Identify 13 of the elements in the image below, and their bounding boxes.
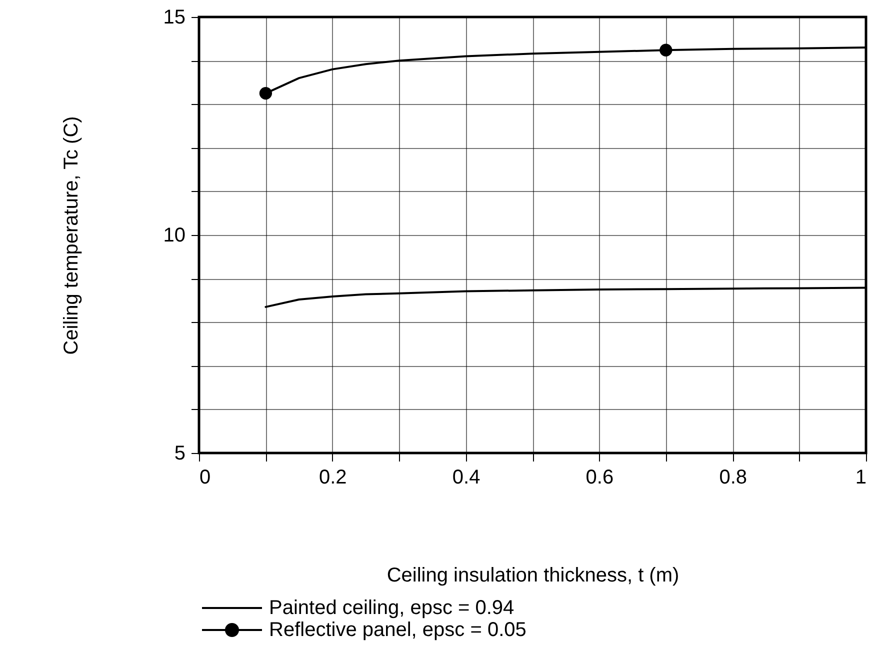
legend-label: Painted ceiling, epsc = 0.94 (269, 597, 514, 619)
x-axis-title: Ceiling insulation thickness, t (m) (386, 564, 680, 586)
legend-label: Reflective panel, epsc = 0.05 (269, 619, 526, 641)
y-tick-label: 15 (163, 6, 186, 28)
x-tick-label: 1 (855, 466, 866, 488)
y-tick-label: 5 (174, 442, 186, 464)
x-tick-label: 0.6 (586, 466, 614, 488)
x-tick-label: 0.8 (719, 466, 748, 488)
x-tick-label: 0 (200, 466, 211, 488)
y-axis-title: Ceiling temperature, Tc (C) (60, 116, 82, 355)
y-tick-label: 10 (163, 224, 186, 246)
x-tick-label: 0.2 (318, 466, 347, 488)
x-tick-label: 0.4 (452, 466, 480, 488)
